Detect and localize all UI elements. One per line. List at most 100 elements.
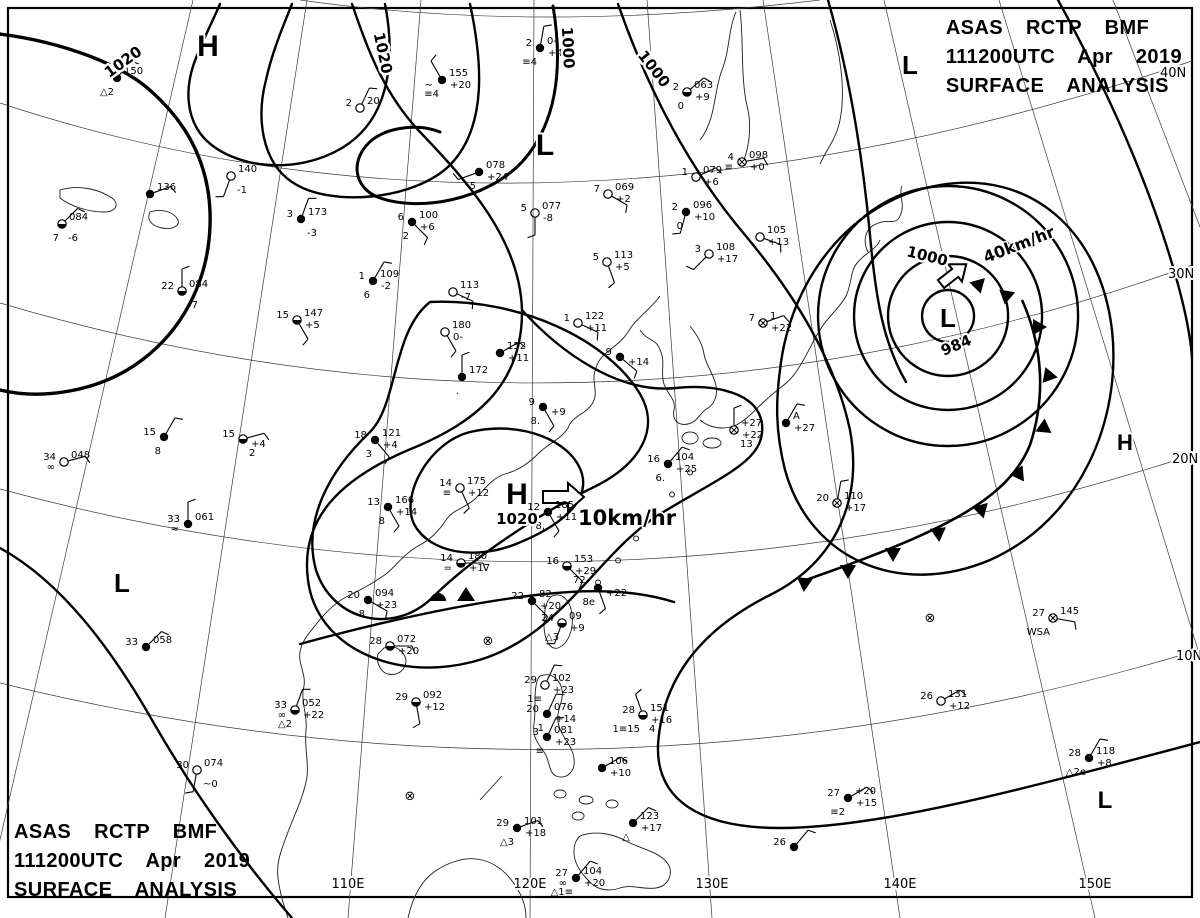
station-temp: 1 (359, 271, 365, 282)
station-pressure: 131 (948, 689, 967, 700)
station-extra: WSA (1027, 627, 1050, 638)
station-temp: 28 (1068, 748, 1081, 759)
station-temp: 3 (533, 727, 539, 738)
speed-annotation: 40km/hr (981, 222, 1058, 267)
station-extra: 7 (53, 233, 59, 244)
station-weather: = (444, 563, 452, 574)
station-extra: ≡2 (830, 807, 845, 818)
station-pressure: 102 (552, 673, 571, 684)
station-temp: 34 (43, 452, 56, 463)
station-temp: 7 (594, 184, 600, 195)
station-pressure: 145 (1060, 606, 1079, 617)
station-extra: -7 (188, 300, 198, 311)
station-tendency: +8 (1097, 758, 1112, 769)
wind-barb (456, 293, 474, 302)
station-plot: 33∞ 052+22 △2 (274, 688, 324, 730)
station-temp: 15 (222, 429, 235, 440)
valid-time: 111200UTC Apr 2019 (945, 46, 1182, 68)
station-tendency: +20 (398, 646, 419, 657)
wind-barb (520, 819, 538, 828)
station-extra: 1≡15 (613, 724, 640, 735)
chart-type: SURFACE ANALYSIS (945, 75, 1169, 97)
wind-barb (534, 603, 548, 617)
wind-barb (851, 786, 868, 797)
wind-barb (693, 256, 707, 270)
station-temp: 20 (347, 590, 360, 601)
station-pressure: 081 (554, 725, 573, 736)
station-tendency: +10 (694, 212, 715, 223)
station-tendency: +0 (750, 162, 765, 173)
pressure-center-value: 984 (938, 331, 974, 359)
station-pressure: 104 (675, 452, 694, 463)
station-plot: 140 -1 (215, 164, 257, 198)
wind-barb (295, 689, 304, 707)
speed-annotation: 10km/hr (578, 506, 677, 530)
station-pressure: 122 (585, 311, 604, 322)
station-tendency: +16 (651, 715, 672, 726)
station-temp: 1 (682, 167, 688, 178)
wind-barb (461, 491, 470, 509)
station-plot: 3 108+17 (685, 242, 738, 271)
station-plot: 6 100+6 2 (398, 210, 438, 246)
station-extra: 2 (249, 448, 255, 459)
station-tendency: +17 (469, 563, 490, 574)
station-plot: 9 +14 (606, 347, 649, 379)
station-extra: △3 (545, 632, 559, 643)
station-pressure: 82 (539, 589, 552, 600)
station-plot: 15 8 (143, 417, 183, 457)
station-pressure: 084 (189, 279, 208, 290)
station-extra: 1 (538, 723, 544, 734)
station-plot: ~155+20 ≡4 (424, 54, 471, 100)
station-temp: 5 (593, 252, 599, 263)
station-pressure: 136 (157, 182, 176, 193)
wind-barb (389, 510, 400, 527)
station-plot: 29 102+23 1≡ (524, 664, 574, 705)
station-pressure: 150 (124, 66, 143, 77)
station-pressure: 166 (395, 495, 414, 506)
wind-barb (607, 265, 616, 283)
wind-barb (165, 417, 176, 434)
wind-barb (679, 215, 686, 234)
station-tendency: +15 (856, 798, 877, 809)
weather-symbol: ⊗ (925, 611, 936, 626)
station-tendency: +23 (376, 600, 397, 611)
wind-barb (148, 631, 162, 645)
lat-label: 20N (1172, 452, 1198, 467)
station-plot: 29 101+18 △3 (496, 816, 546, 848)
station-plot: 3 081+23 ≡ (533, 716, 576, 757)
station-pressure: 147 (304, 308, 323, 319)
wind-barb (689, 77, 705, 90)
station-plot: 13 166+14 8 (367, 495, 417, 533)
map-border (6, 6, 1194, 899)
station-tendency: +20 (540, 601, 561, 612)
station-temp: 9 (606, 347, 612, 358)
station-tendency: +4 (548, 48, 563, 59)
station-pressure: 061 (195, 512, 214, 523)
station-plot: 33 058 (125, 630, 172, 652)
station-pressure: 072 (397, 634, 416, 645)
station-extra: 6. (655, 473, 665, 484)
wind-barb (553, 626, 562, 644)
station-temp: 16 (546, 556, 559, 567)
station-pressure: 052 (302, 698, 321, 709)
station-extra: -3 (307, 228, 317, 239)
station-plot: 150 △2 (100, 60, 143, 98)
station-tendency: +23 (553, 685, 574, 696)
title-block-bottom-left: ASAS RCTP BMF 111200UTC Apr 2019 SURFACE… (14, 818, 250, 905)
station-pressure: 180 (452, 320, 471, 331)
station-pressure: A (793, 411, 800, 422)
station-tendency: +22 (771, 323, 792, 334)
station-temp: 2 (526, 38, 532, 49)
station-extra: 8. (530, 416, 540, 427)
station-extra: 0 (677, 221, 683, 232)
station-plot: 15 +42 (222, 429, 270, 459)
station-plot: 136 (145, 182, 177, 199)
station-temp: 7 (749, 313, 755, 324)
station-extra: ≡4 (522, 57, 537, 68)
station-temp: 33 (167, 514, 180, 525)
station-temp: 29 (524, 675, 537, 686)
wind-barb (222, 179, 231, 197)
station-pressure: 113 (460, 280, 479, 291)
